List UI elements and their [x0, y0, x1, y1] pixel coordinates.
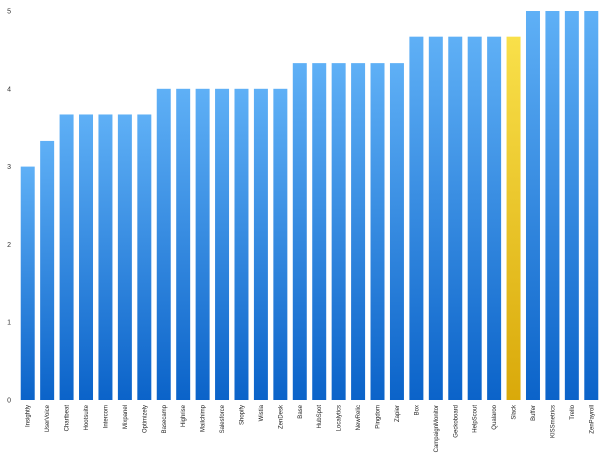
bar-helpscout — [467, 36, 482, 400]
x-tick-label: UserVoice — [45, 404, 51, 432]
x-tick-label: KISSmetrics — [550, 405, 556, 438]
x-tick-label: Base — [298, 404, 304, 418]
bar-chartbeat — [59, 114, 74, 400]
bar-hootsuite — [79, 114, 94, 400]
x-tick-label: Shopify — [239, 405, 245, 425]
bar-insightly — [20, 166, 35, 400]
bar-wistia — [253, 88, 268, 401]
x-tick-label: Wistia — [259, 404, 265, 421]
bar-mailchimp — [195, 88, 210, 401]
y-tick-label: 5 — [7, 9, 11, 16]
x-tick-label: Highrise — [181, 404, 187, 427]
x-tick-label: Qualaroo — [492, 404, 498, 429]
x-tick-label: Localytics — [337, 405, 343, 431]
bar-mixpanel — [117, 114, 132, 400]
x-tick-label: Geckoboard — [453, 405, 459, 438]
x-tick-label: NewRelic — [356, 405, 362, 430]
bar-zendesk — [273, 88, 288, 401]
x-tick-label: Intercom — [103, 405, 109, 428]
bar-uservoice — [40, 140, 55, 400]
x-tick-label: ZenPayroll — [589, 405, 595, 434]
y-tick-label: 1 — [7, 320, 11, 327]
y-axis: 0 1 2 3 4 5 — [7, 9, 11, 405]
bar-hubspot — [312, 63, 327, 400]
x-tick-label: Insightly — [26, 405, 32, 427]
bar-highrise — [176, 88, 191, 401]
y-tick-label: 2 — [7, 242, 11, 249]
bar-base — [292, 63, 307, 400]
x-tick-label: Buffer — [531, 405, 537, 421]
x-tick-label: Box — [414, 405, 420, 415]
bar-trello — [564, 11, 579, 400]
bar-intercom — [98, 114, 113, 400]
bar-pingdom — [370, 63, 385, 400]
x-tick-label: ZenDesk — [278, 404, 284, 429]
x-tick-label: Hootsuite — [84, 404, 90, 430]
x-tick-label: Salesforce — [220, 404, 226, 433]
y-tick-label: 3 — [7, 164, 11, 171]
x-tick-label: CampaignMonitor — [434, 405, 440, 452]
x-tick-label: Optimizely — [142, 405, 148, 433]
x-tick-label: Zapier — [395, 405, 401, 422]
x-tick-label: Pingdom — [376, 405, 382, 429]
bar-newrelic — [351, 63, 366, 400]
bar-basecamp — [156, 88, 171, 401]
x-tick-label: Mixpanel — [123, 405, 129, 429]
x-tick-label: HelpScout — [473, 405, 479, 433]
bar-geckoboard — [448, 36, 463, 400]
bar-slack — [506, 36, 521, 400]
bar-localytics — [331, 63, 346, 400]
bars — [20, 11, 599, 401]
x-tick-label: Slack — [512, 404, 518, 420]
x-tick-label: Basecamp — [162, 404, 168, 433]
x-tick-label: Chartbeat — [65, 405, 71, 432]
bar-optimizely — [137, 114, 152, 400]
x-tick-label: HubSpot — [317, 405, 323, 429]
bar-box — [409, 36, 424, 400]
bar-campaignmonitor — [428, 36, 443, 400]
bar-zapier — [389, 63, 404, 400]
bar-kissmetrics — [545, 11, 560, 400]
bar-buffer — [525, 11, 540, 400]
bar-qualaroo — [487, 36, 502, 400]
x-tick-label: Trello — [570, 404, 576, 419]
bar-zenpayroll — [584, 11, 599, 400]
bar-shopify — [234, 88, 249, 401]
y-tick-label: 0 — [7, 398, 11, 405]
x-tick-label: Mailchimp — [201, 404, 207, 432]
y-tick-label: 4 — [7, 86, 11, 93]
x-axis-labels: Insightly UserVoice Chartbeat Hootsuite Inte… — [26, 404, 596, 452]
bar-salesforce — [215, 88, 230, 401]
